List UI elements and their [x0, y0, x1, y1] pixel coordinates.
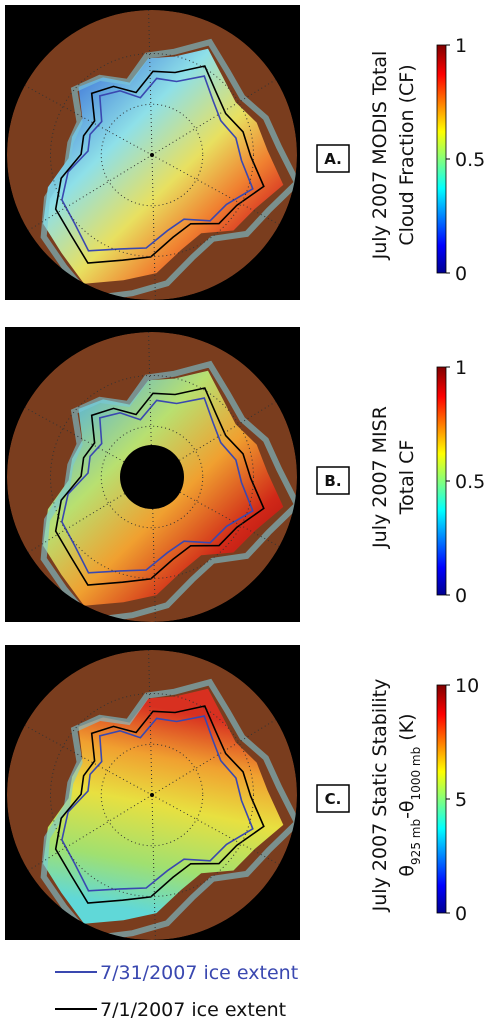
parallel [50, 693, 254, 897]
panel-label: B. [324, 472, 341, 490]
panel-label-box [316, 784, 350, 813]
ice-extent-blue [61, 75, 254, 252]
meridian [27, 154, 153, 231]
ice-extent-blue [61, 715, 254, 892]
colorbar-tick-label: 0 [455, 903, 467, 925]
panel-label-box [316, 144, 350, 173]
meridian [151, 79, 277, 156]
parallel [100, 103, 204, 207]
title-part: (K) [396, 713, 418, 746]
colorbar [436, 684, 447, 914]
panel-label-box [316, 466, 350, 495]
meridian [151, 794, 156, 940]
colorbar-tick-label: 0 [455, 263, 467, 285]
colorbar-title: Cloud Fraction (CF) [396, 64, 418, 245]
colorbar-title: July 2007 MISR [369, 406, 391, 549]
panel-label: A. [324, 150, 342, 168]
legend-label: 7/31/2007 ice extent [100, 962, 298, 984]
parallel [100, 425, 204, 529]
pole [150, 153, 154, 157]
meridian [151, 154, 156, 300]
colorbar-title: Total CF [396, 440, 418, 516]
title-part: -θ [396, 800, 418, 818]
colorbar-tick-label: 5 [455, 789, 467, 811]
ice-extent-black [54, 65, 265, 264]
colorbar-title: July 2007 Static Stability [369, 679, 391, 913]
meridian [27, 794, 153, 871]
colorbar-tick-label: 0 [455, 585, 467, 607]
meridian [24, 85, 153, 156]
parallel [50, 53, 254, 257]
colorbar [436, 366, 447, 596]
meridian [148, 650, 153, 796]
pole [150, 793, 154, 797]
ocean-edge [40, 360, 297, 622]
meridian [151, 154, 280, 225]
panel-label: C. [325, 790, 342, 808]
ice-extent-black [54, 387, 265, 586]
map [7, 332, 297, 622]
colorbar [436, 44, 447, 274]
map [7, 10, 297, 300]
colorbar-tick-label: 1 [455, 35, 467, 57]
meridian [24, 725, 153, 796]
pole-hole [120, 445, 184, 509]
colorbar-tick-label: 10 [455, 675, 479, 697]
title-part: θ [396, 865, 418, 877]
ice-extent-blue [61, 397, 254, 574]
ocean-edge [40, 38, 297, 300]
parallel [100, 743, 204, 847]
meridian [148, 10, 153, 156]
colorbar-tick-label: 0.5 [455, 149, 485, 171]
meridian [151, 719, 277, 796]
colorbar-tick-label: 0.5 [455, 471, 485, 493]
meridian [151, 794, 280, 865]
title-part: 925 mb [409, 819, 423, 865]
colorbar-title: θ925 mb-θ1000 mb (K) [396, 713, 423, 876]
title-part: 1000 mb [409, 747, 423, 801]
ocean-edge [40, 678, 297, 940]
legend-label: 7/1/2007 ice extent [100, 999, 286, 1021]
ice-extent-black [54, 705, 265, 904]
map [7, 650, 297, 940]
colorbar-tick-label: 1 [455, 357, 467, 379]
colorbar-title: July 2007 MODIS Total [369, 51, 391, 261]
parallel [50, 375, 254, 579]
